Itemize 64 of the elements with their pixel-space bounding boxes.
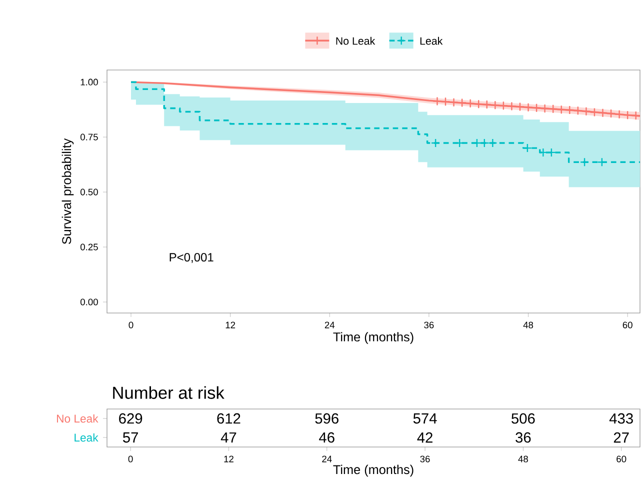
annotation: P<0,001 [170, 253, 214, 263]
point [538, 148, 548, 158]
data-label: 596 [315, 413, 338, 424]
x-tick-label: 36 [424, 322, 434, 328]
point [546, 148, 556, 158]
data-label: 612 [217, 413, 240, 424]
point [472, 138, 482, 148]
x-tick-label: 60 [622, 322, 632, 328]
data-label: 506 [512, 413, 535, 424]
y-tick-label: 0.25 [80, 244, 98, 250]
point [490, 100, 500, 110]
point [454, 138, 464, 148]
x-tick-label: 12 [226, 322, 236, 328]
x-tick-label: 60 [616, 456, 626, 462]
point [515, 102, 525, 112]
point [522, 143, 532, 153]
point [614, 110, 624, 120]
legend-label: No Leak [336, 36, 376, 45]
x-axis-title: Time (months) [333, 464, 414, 477]
x-tick-label: 36 [420, 456, 430, 462]
point [598, 108, 608, 118]
data-label: 36 [516, 432, 531, 443]
point [507, 102, 516, 111]
point [440, 97, 450, 106]
point [432, 96, 442, 106]
point [488, 138, 498, 148]
y-tick-label: 0.50 [80, 188, 98, 196]
point [540, 104, 550, 114]
x-tick-label: 12 [224, 456, 234, 462]
data-label: 433 [609, 413, 633, 424]
y-tick-label: 1.00 [80, 78, 98, 86]
y-axis-title: Survival probability [62, 138, 74, 244]
point [580, 158, 590, 167]
y-tick-label: Leak [74, 433, 98, 442]
x-tick-label: 24 [322, 456, 332, 462]
point [482, 100, 492, 110]
point [631, 110, 640, 120]
point [498, 101, 508, 110]
point [565, 105, 574, 115]
point [480, 138, 489, 148]
x-tick-label: 24 [324, 322, 335, 328]
data-label: 27 [614, 432, 629, 443]
point [606, 108, 616, 118]
data-label: 574 [413, 413, 437, 424]
data-label: 629 [119, 413, 142, 424]
point [449, 98, 458, 107]
point [430, 138, 440, 148]
data-label: 47 [220, 432, 236, 443]
legend-label: Leak [420, 36, 443, 45]
x-tick-label: 48 [523, 322, 534, 328]
chart-title: Number at risk [113, 386, 224, 399]
y-tick-label: No Leak [57, 414, 98, 423]
x-tick-label: 0 [128, 456, 133, 462]
x-axis-title: Time (months) [333, 332, 414, 344]
x-tick-label: 48 [518, 456, 528, 462]
data-label: 57 [122, 432, 138, 443]
y-tick-label: 0.75 [80, 134, 98, 140]
point [590, 108, 600, 117]
point [582, 106, 591, 116]
point [573, 106, 583, 116]
data-label: 42 [417, 432, 432, 443]
y-tick-label: 0.00 [80, 298, 98, 306]
x-tick-label: 0 [128, 322, 134, 328]
data-label: 46 [319, 432, 334, 443]
